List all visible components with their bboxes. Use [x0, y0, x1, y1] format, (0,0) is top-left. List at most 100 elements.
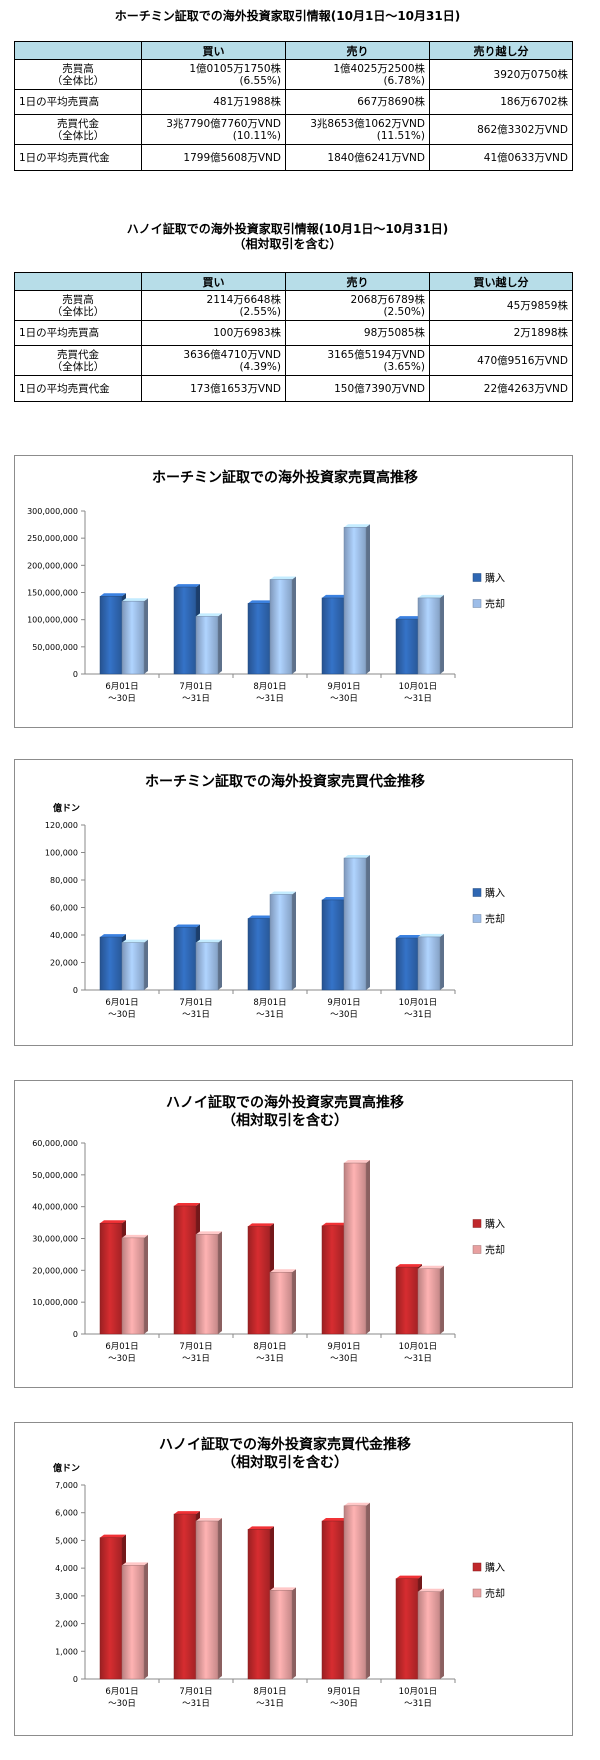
table-cell: 186万6702株: [429, 89, 573, 115]
y-tick-label: 100,000: [45, 849, 78, 858]
bar: [247, 918, 271, 991]
bar: [417, 1268, 441, 1335]
chart-title: ホーチミン証取での海外投資家売買高推移: [152, 469, 418, 486]
row-label: 1日の平均売買代金: [14, 144, 142, 171]
x-tick-label: 8月01日: [253, 682, 286, 692]
table-cell: 3636億4710万VND (4.39%): [141, 345, 286, 376]
x-tick-label: 8月01日: [253, 1342, 286, 1352]
bar-side: [218, 1231, 222, 1334]
bar-top: [174, 924, 200, 928]
header-blank: [14, 272, 142, 291]
bar-side: [292, 891, 296, 990]
bar: [195, 942, 219, 991]
y-tick-label: 50,000,000: [32, 1171, 78, 1180]
row-label: 売買高 （全体比）: [14, 290, 142, 321]
bar-top: [418, 933, 444, 937]
bar-top: [196, 939, 222, 943]
y-tick-label: 40,000,000: [32, 1203, 78, 1212]
legend-swatch: [472, 1588, 482, 1598]
bar-top: [122, 1562, 148, 1566]
hn-table-title: ハノイ証取での海外投資家取引情報(10月1日～10月31日) （相対取引を含む）: [126, 222, 449, 251]
legend-swatch: [472, 1562, 482, 1572]
bar-top: [396, 616, 422, 620]
bar: [173, 1205, 197, 1335]
bar-top: [122, 598, 148, 602]
x-tick-label: 6月01日: [105, 1342, 138, 1352]
bar: [173, 927, 197, 991]
y-tick-label: 50,000,000: [32, 643, 78, 652]
bar: [321, 597, 345, 675]
y-tick-label: 7,000: [55, 1481, 78, 1490]
y-tick-label: 20,000: [50, 959, 78, 968]
bar-top: [248, 1223, 274, 1227]
y-tick-label: 60,000: [50, 904, 78, 913]
y-tick-label: 0: [73, 1330, 78, 1339]
bar: [343, 1162, 367, 1335]
x-tick-label: 9月01日: [327, 998, 360, 1008]
table-row: 売買代金 （全体比） 3兆7790億7760万VND (10.11%) 3兆86…: [14, 114, 573, 145]
bar-top: [322, 896, 348, 900]
chart-title: （相対取引を含む）: [222, 1112, 348, 1129]
legend-swatch: [472, 1245, 482, 1254]
y-tick-label: 6,000: [55, 1509, 78, 1518]
header-net: 買い越し分: [429, 272, 573, 291]
table-cell: 98万5085株: [285, 320, 430, 346]
bar-top: [344, 1502, 370, 1506]
legend-label: 売却: [485, 913, 505, 926]
table-cell: 2068万6789株 (2.50%): [285, 290, 430, 321]
x-tick-label: ～30日: [108, 694, 136, 704]
table-cell: 3兆7790億7760万VND (10.11%): [141, 114, 286, 145]
x-tick-label: ～30日: [108, 1354, 136, 1364]
bar-top: [322, 1518, 348, 1522]
table-cell: 2114万6648株 (2.55%): [141, 290, 286, 321]
y-tick-label: 5,000: [55, 1536, 78, 1545]
y-tick-label: 40,000: [50, 931, 78, 940]
bar: [195, 1520, 219, 1680]
bar: [343, 857, 367, 991]
y-tick-label: 20,000,000: [32, 1266, 78, 1275]
table-cell: 45万9859株: [429, 290, 573, 321]
bar: [269, 894, 293, 991]
bar-top: [196, 613, 222, 617]
bar-top: [122, 1234, 148, 1238]
x-tick-label: 7月01日: [179, 1342, 212, 1352]
chart-title: ホーチミン証取での海外投資家売買代金推移: [145, 773, 425, 790]
chart-hn-volume: ハノイ証取での海外投資家売買高推移 （相対取引を含む） 0 10,000,000 20,…: [14, 1080, 573, 1388]
bar-side: [292, 1269, 296, 1334]
chart-hcm-volume: ホーチミン証取での海外投資家売買高推移 0 50,000,000 100,000,00…: [14, 455, 573, 728]
bar-top: [122, 939, 148, 943]
bar-side: [292, 1587, 296, 1679]
table-row: 1日の平均売買代金 173億1653万VND 150億7390万VND 22億4…: [14, 375, 573, 402]
bar-side: [440, 1588, 444, 1679]
bar: [321, 1520, 345, 1680]
bar-top: [196, 1231, 222, 1235]
bar-side: [144, 939, 148, 990]
bar-side: [292, 576, 296, 674]
hn-trading-table: 買い 売り 買い越し分 売買高 （全体比） 2114万6648株 (2.55%)…: [14, 272, 573, 402]
x-tick-label: ～30日: [108, 1010, 136, 1020]
x-tick-label: 8月01日: [253, 998, 286, 1008]
bar: [173, 586, 197, 675]
y-tick-label: 100,000,000: [27, 616, 78, 625]
bar-side: [144, 598, 148, 674]
x-tick-label: 9月01日: [327, 682, 360, 692]
x-tick-label: ～31日: [256, 1354, 284, 1364]
bar-top: [344, 855, 370, 858]
header-blank: [14, 41, 142, 60]
bar-top: [248, 1526, 274, 1530]
bar-top: [270, 576, 296, 580]
bar-top: [174, 1203, 200, 1207]
table-cell: 470億9516万VND: [429, 345, 573, 376]
x-tick-label: 10月01日: [399, 1342, 438, 1352]
table-cell: 3165億5194万VND (3.65%): [285, 345, 430, 376]
row-label: 1日の平均売買代金: [14, 375, 142, 402]
chart-hcm-value: ホーチミン証取での海外投資家売買代金推移 億ドン 0 20,000 40,000 60,0…: [14, 759, 573, 1046]
table-header-row: 買い 売り 売り越し分: [14, 41, 573, 60]
legend-swatch: [472, 888, 482, 897]
bar-top: [418, 1265, 444, 1269]
bar-top: [174, 1511, 200, 1515]
bar: [99, 1222, 123, 1335]
y-unit-label: 億ドン: [53, 1462, 80, 1474]
bar-side: [366, 1502, 370, 1679]
